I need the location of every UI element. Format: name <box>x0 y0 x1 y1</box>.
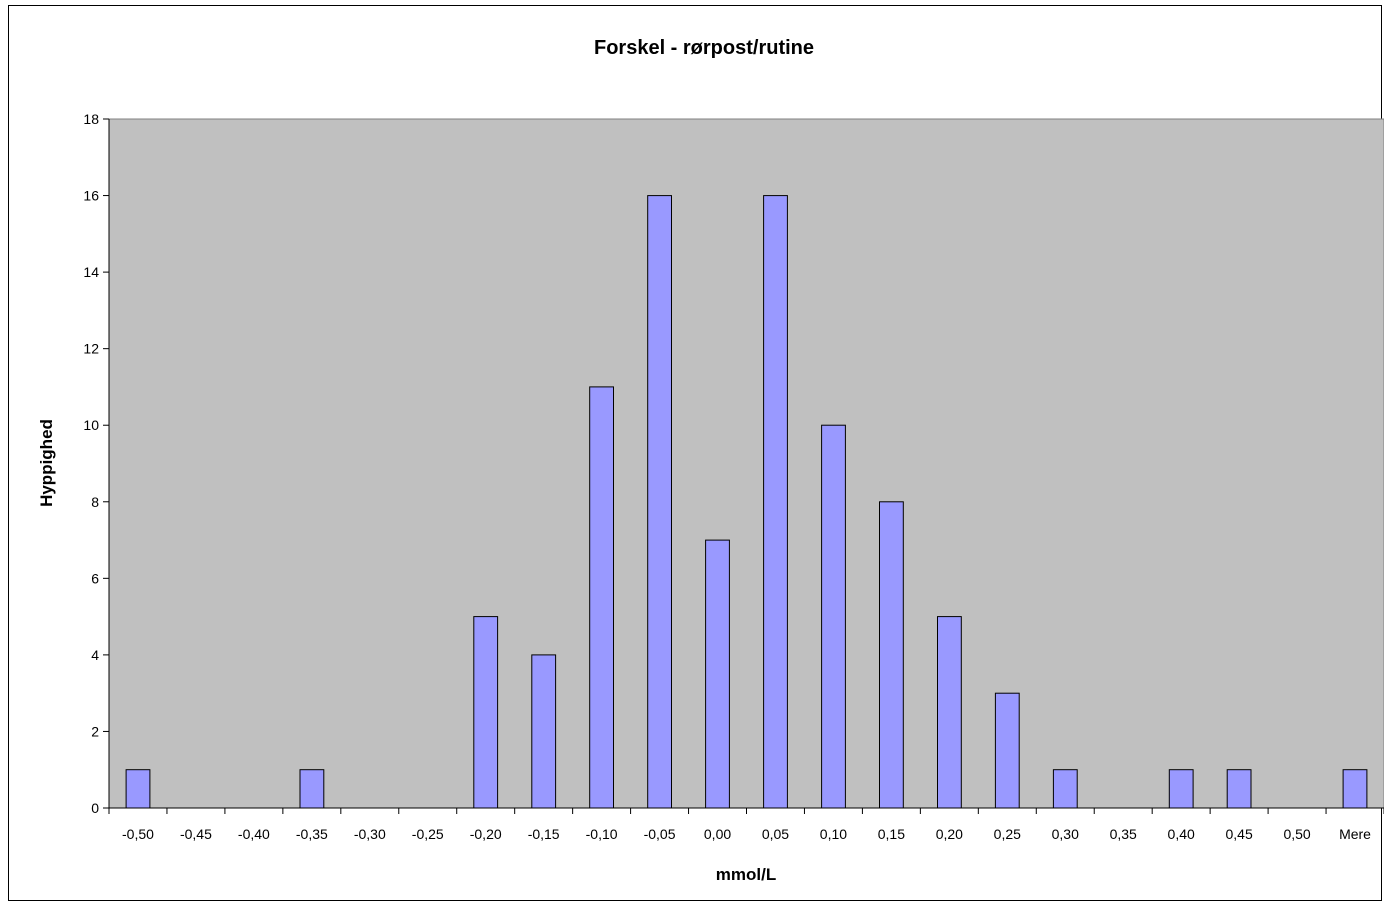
x-tick-label: -0,40 <box>238 826 270 842</box>
bar-0,20 <box>937 616 962 809</box>
x-tick-label: 0,50 <box>1283 826 1310 842</box>
x-tick-label: -0,15 <box>528 826 560 842</box>
bar-0,40 <box>1168 769 1194 809</box>
y-tick-label: 2 <box>91 723 99 739</box>
x-tick-label: 0,00 <box>704 826 731 842</box>
x-tick-label: 0,40 <box>1168 826 1195 842</box>
bar--0,50 <box>125 769 151 809</box>
x-axis-title: mmol/L <box>716 865 776 884</box>
x-tick-label: Mere <box>1339 826 1371 842</box>
y-tick-label: 14 <box>83 264 99 280</box>
x-tick-label: 0,30 <box>1052 826 1079 842</box>
x-tick-label: 0,10 <box>820 826 847 842</box>
y-tick-label: 12 <box>83 341 99 357</box>
chart-title: Forskel - rørpost/rutine <box>594 37 814 59</box>
x-tick-label: -0,50 <box>122 826 154 842</box>
x-tick-label: 0,05 <box>762 826 789 842</box>
bar-0,05 <box>763 195 788 809</box>
x-tick-label: -0,05 <box>644 826 676 842</box>
y-tick-label: 6 <box>91 570 99 586</box>
bars-group <box>125 195 1368 809</box>
bar--0,20 <box>473 616 499 809</box>
x-tick-label: -0,45 <box>180 826 212 842</box>
x-tick-label: -0,35 <box>296 826 328 842</box>
bar-0,30 <box>1052 769 1078 809</box>
x-tick-label: 0,20 <box>936 826 963 842</box>
x-tick-label: 0,45 <box>1225 826 1252 842</box>
y-axis: 0 2 4 6 8 10 12 14 16 18 <box>83 111 110 816</box>
y-tick-label: 4 <box>91 647 99 663</box>
bar-0,25 <box>994 692 1020 809</box>
bar--0,15 <box>531 654 557 809</box>
x-tick-label: -0,25 <box>412 826 444 842</box>
y-tick-label: 18 <box>83 111 99 127</box>
plot-area <box>108 118 1384 809</box>
y-tick-label: 8 <box>91 494 99 510</box>
x-tick-label: -0,30 <box>354 826 386 842</box>
bar-0,10 <box>821 424 846 809</box>
x-tick-label: -0,10 <box>586 826 618 842</box>
bar--0,35 <box>299 769 325 809</box>
x-tick-label: 0,15 <box>878 826 905 842</box>
x-tick-label: 0,35 <box>1110 826 1137 842</box>
y-tick-label: 16 <box>83 188 99 204</box>
bar--0,05 <box>647 195 673 809</box>
bar-0,45 <box>1226 769 1252 809</box>
x-tick-label: -0,20 <box>470 826 502 842</box>
x-axis: -0,50 -0,45 -0,40 -0,35 -0,30 -0,25 -0,20 -0,15… <box>108 807 1384 842</box>
x-tick-label: 0,25 <box>994 826 1021 842</box>
bar--0,10 <box>589 386 615 809</box>
bar-0,15 <box>879 501 904 809</box>
y-tick-label: 0 <box>91 800 99 816</box>
y-tick-label: 10 <box>83 417 99 433</box>
y-axis-title: Hyppighed <box>37 419 56 507</box>
bar-0,00 <box>705 539 730 809</box>
bar-Mere <box>1342 769 1368 809</box>
